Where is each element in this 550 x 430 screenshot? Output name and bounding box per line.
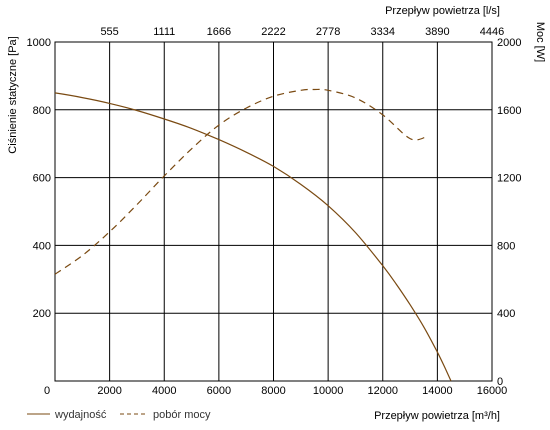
series-line-wydajnosc (54, 92, 452, 382)
x-tick-label: 8000 (261, 385, 285, 397)
grid (55, 42, 492, 381)
x-axis-title: Przepływ powietrza [m³/h] (374, 410, 500, 422)
x-tick-label: 2000 (97, 385, 121, 397)
x-tick-label: 16000 (477, 385, 508, 397)
x-tick-label: 6000 (207, 385, 231, 397)
x-tick-label: 0 (44, 385, 50, 397)
top-tick-label: 555 (100, 26, 118, 38)
legend-label-wydajnosc: wydajność (54, 409, 107, 421)
plot-area (54, 41, 493, 382)
right-tick-label: 800 (497, 240, 515, 252)
y-tick-label: 800 (33, 105, 51, 117)
top-axis-title: Przepływ powietrza [l/s] (385, 5, 500, 17)
right-tick-label: 1200 (497, 173, 521, 185)
series-line-pobor-mocy (54, 88, 427, 275)
x-tick-label: 14000 (422, 385, 453, 397)
top-tick-label: 1666 (207, 26, 231, 38)
right-tick-label: 2000 (497, 37, 521, 49)
top-tick-label: 4446 (480, 26, 504, 38)
y-tick-label: 1000 (27, 37, 51, 49)
tick-labels: 0 2000 4000 6000 8000 10000 12000 14000 16000555… (27, 26, 522, 397)
y-tick-label: 400 (33, 240, 51, 252)
x-tick-label: 4000 (152, 385, 176, 397)
x-tick-label: 10000 (313, 385, 344, 397)
top-tick-label: 3890 (425, 26, 449, 38)
top-tick-label: 3334 (371, 26, 395, 38)
x-tick-label: 12000 (367, 385, 398, 397)
y-tick-label: 600 (33, 173, 51, 185)
right-tick-label: 0 (497, 376, 503, 388)
series-layer (54, 88, 452, 382)
right-tick-label: 400 (497, 308, 515, 320)
top-tick-label: 2222 (261, 26, 285, 38)
right-axis-title: Moc [W] (534, 22, 546, 62)
right-tick-label: 1600 (497, 105, 521, 117)
legend-label-pobor-mocy: pobór mocy (153, 409, 211, 421)
legend: wydajność pobór mocy (27, 409, 211, 421)
y-tick-label: 200 (33, 308, 51, 320)
top-tick-label: 2778 (316, 26, 340, 38)
top-tick-label: 1111 (153, 26, 175, 38)
y-axis-title: Ciśnienie statyczne [Pa] (7, 36, 19, 153)
